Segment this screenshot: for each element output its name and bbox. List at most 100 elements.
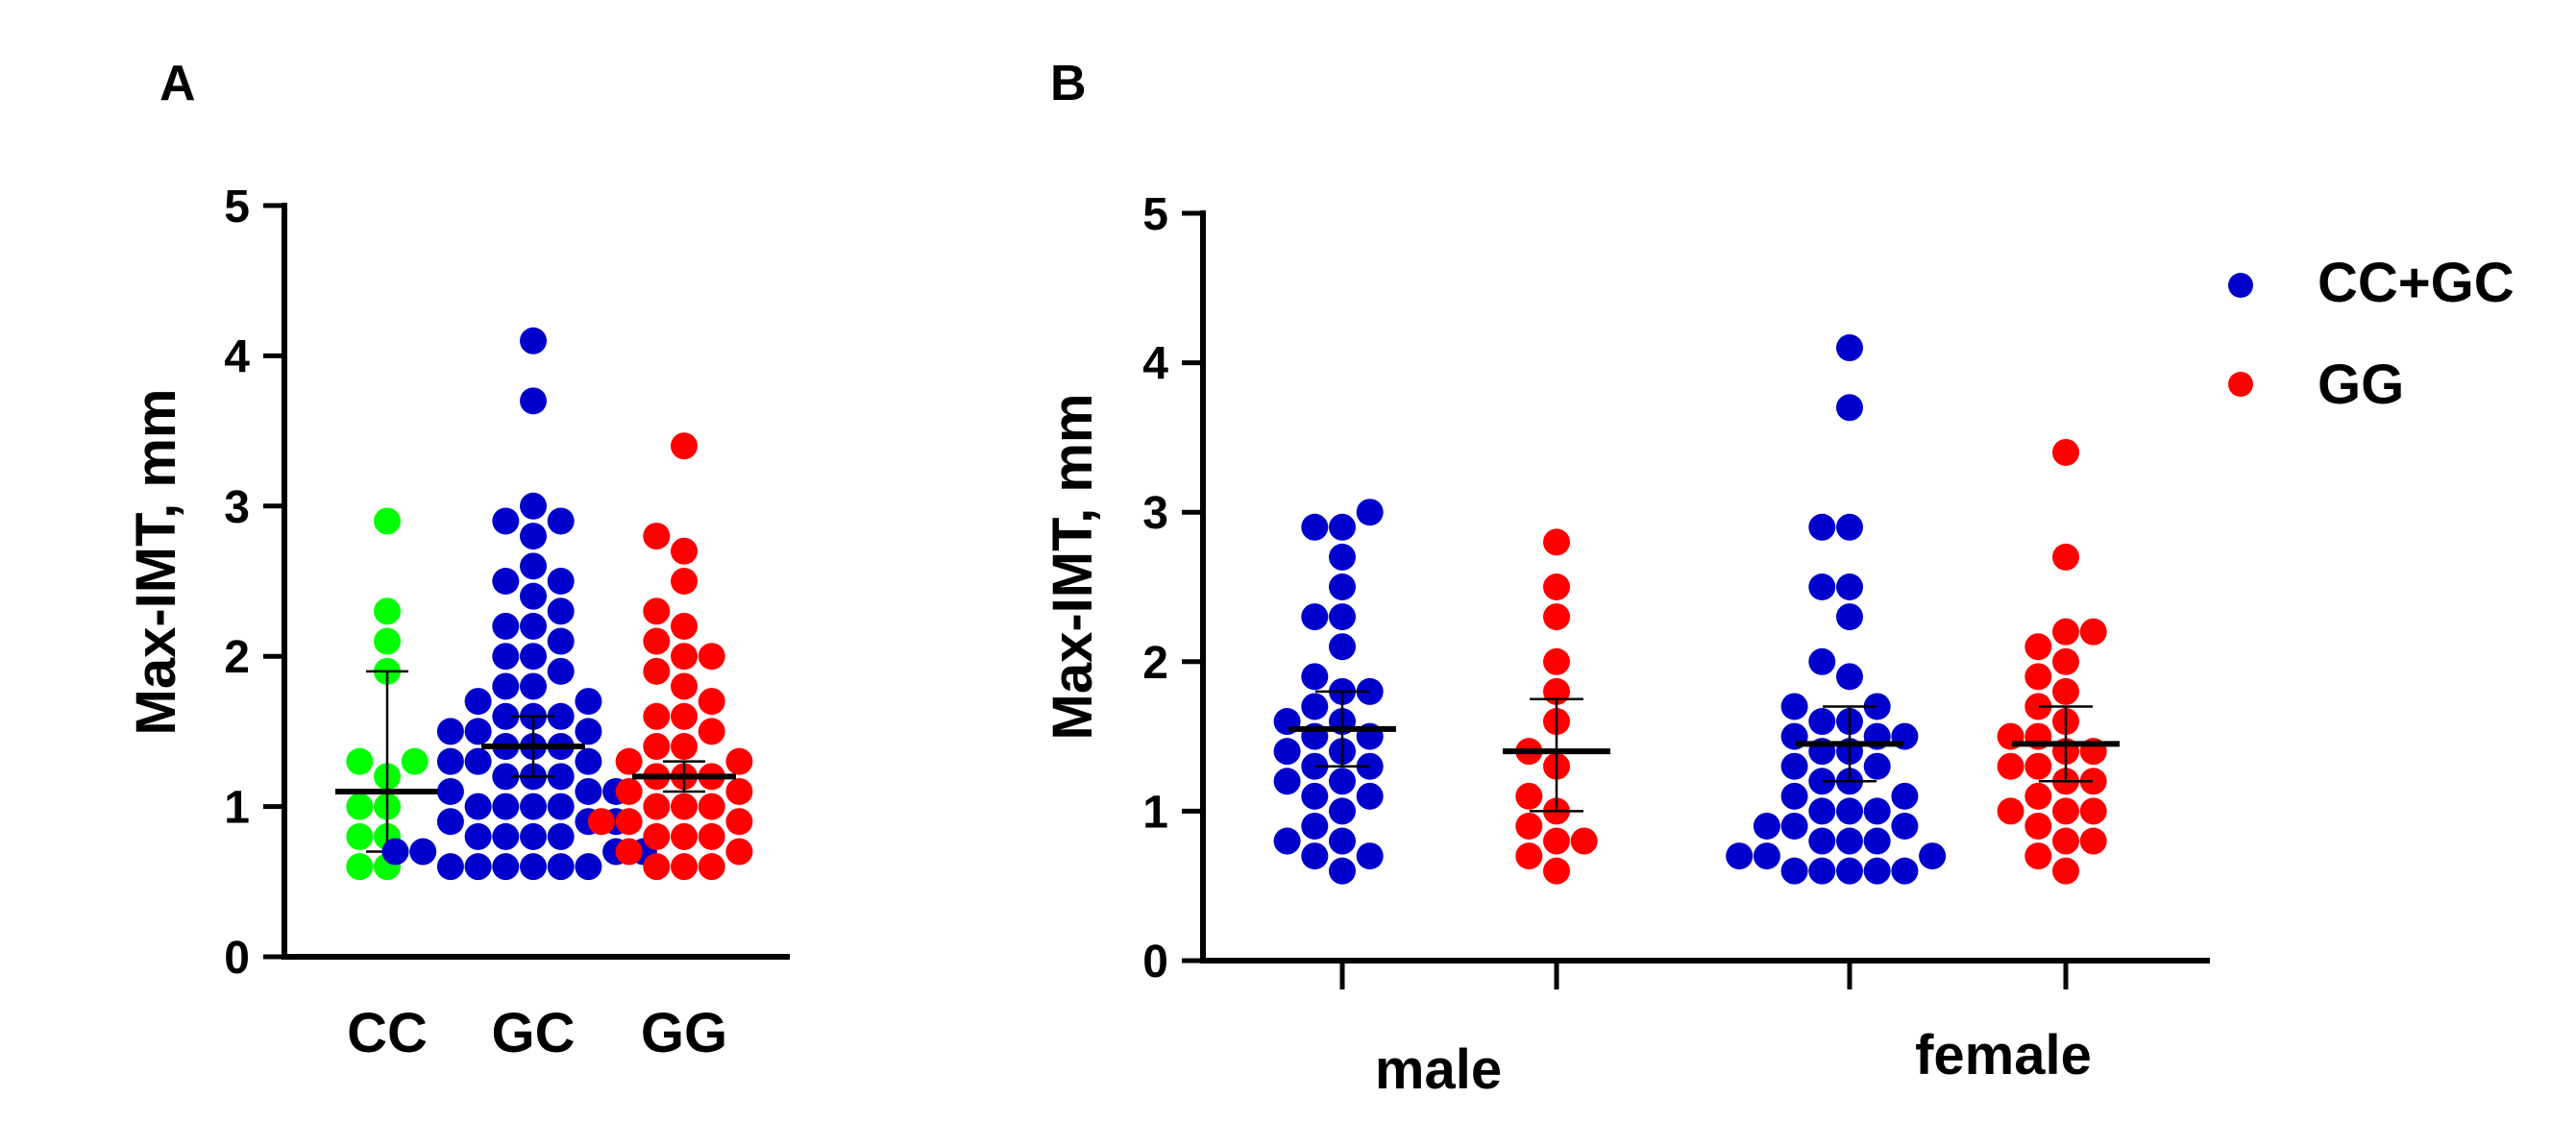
panel-a-gc-point-8 [547,568,575,595]
panel-b-male-cc-gc-point-4 [1329,574,1356,600]
panel-b-female-cc-gc-point-22 [1891,812,1919,840]
panel-b-female-gg-point-1 [2052,543,2079,571]
panel-a-gc-point-51 [547,702,575,730]
panel-a-gg-point-25 [643,822,671,850]
panel-b-male-cc-gc-point-20 [1301,782,1329,810]
panel-a-gc-point-12 [520,643,547,671]
panel-a-gc-point-27 [575,777,602,805]
panel-a-gc-point-3 [492,507,520,535]
panel-a-label: A [159,56,196,111]
panel-a-gc-point-10 [520,612,547,640]
panel-b-female-cc-gc-point-33 [1863,827,1891,855]
panel-b-female-cc-gc-point-39 [1891,857,1919,885]
panel-b-female-cc-gc-point-32 [1891,782,1919,810]
panel-b-female-gg-point-3 [2079,618,2107,646]
panel-b-female-gg-point-23 [2052,857,2079,885]
panel-b-y-tick-label-5: 5 [1142,189,1168,240]
panel-a-gc-point-58 [464,822,492,850]
panel-a-gc-point-34 [492,822,520,850]
panel-a-gc-point-46 [575,853,602,881]
panel-a-y-tick-label-2: 2 [224,632,250,683]
panel-a-gg-point-20 [671,793,698,820]
panel-b-male-cc-gc-point-25 [1273,827,1301,855]
panel-a-y-tick-label-5: 5 [224,182,250,232]
panel-a-gg-point-37 [587,808,615,836]
legend-marker-gg [2228,372,2253,397]
panel-a-cc-point-4 [346,747,374,775]
panel-b-female-cc-gc-point-36 [1863,797,1891,825]
panel-a-gc-point-14 [520,672,547,700]
panel-a-gc-point-53 [492,643,520,671]
panel-b-male-cc-gc-point-23 [1301,812,1329,840]
panel-a-gc-point-16 [575,688,602,716]
panel-b-female-cc-gc-point-21 [1780,812,1808,840]
panel-a-cc-point-12 [346,853,374,881]
panel-a-gc-point-7 [492,568,520,595]
panel-b-female-cc-gc-point-23 [1836,827,1863,855]
panel-b-female-cc-gc-point-35 [1808,768,1836,795]
panel-a-y-tick-label-1: 1 [224,783,250,834]
panel-b-female-gg-point-14 [1997,752,2024,780]
legend-marker-cc-gc [2228,273,2253,298]
panel-b-male-cc-gc-point-3 [1329,543,1356,571]
panel-a-y-axis-label: Max-IMT, mm [125,389,187,736]
panel-b-female-cc-gc-point-9 [1863,693,1891,720]
panel-b-female-cc-gc-point-1 [1836,394,1863,422]
panel-a-gc-point-19 [464,718,492,745]
panel-b-female-gg-point-22 [2024,842,2052,870]
panel-a-gc-point-23 [464,747,492,775]
panel-a-gc-point-0 [520,327,547,354]
panel-b-male-cc-gc-point-26 [1301,842,1329,870]
panel-a-cc-point-0 [374,507,401,535]
panel-a-gc-point-9 [547,598,575,625]
panel-b-female-cc-gc-point-2 [1836,513,1863,541]
panel-b-male-cc-gc-point-11 [1301,693,1329,720]
panel-a-gg-point-7 [671,643,698,671]
panel-b-female-gg-point-20 [2052,827,2079,855]
panel-a-gg-point-11 [671,702,698,730]
panel-b-female-cc-gc-point-15 [1863,752,1891,780]
panel-b-male-gg-point-2 [1543,603,1570,631]
panel-a-gc-point-33 [520,822,547,850]
panel-b-y-axis-label: Max-IMT, mm [1042,394,1104,741]
panel-a-gg-point-27 [725,838,753,866]
panel-b-female-gg-point-4 [2024,633,2052,661]
panel-b-female-gg-point-5 [2052,647,2079,675]
panel-a-gg-point-22 [615,808,643,836]
panel-b-female-cc-gc-point-5 [1808,574,1836,600]
panel-b-category-label-female: female [1915,1024,2092,1086]
panel-a-gc-point-41 [436,747,464,775]
panel-a-gg-point-19 [725,777,753,805]
panel-a-gg-point-32 [698,793,725,820]
panel-b-category-label-male: male [1375,1038,1502,1101]
panel-b-female-cc-gc-point-6 [1836,603,1863,631]
panel-a-gc-point-57 [381,838,409,866]
panel-a-gg-point-26 [615,838,643,866]
panel-a-gc-point-37 [520,853,547,881]
panel-a-gg-point-24 [671,822,698,850]
legend-label-cc-gc: CC+GC [2318,252,2515,314]
panel-a-gc-point-4 [547,507,575,535]
panel-b-male-gg-point-0 [1543,528,1570,556]
panel-b-axes: 0 1 2 3 4 5 male female [1142,189,2210,1101]
panel-b-male-cc-gc-point-30 [1273,768,1301,795]
panel-b-female-cc-gc-point-28 [1808,857,1836,885]
panel-b-female-cc-gc-point-34 [1780,857,1808,885]
panel-b-label: B [1050,56,1087,111]
panel-a-gc-point-26 [492,763,520,791]
panel-a-cc-point-2 [374,627,401,655]
panel-b-male-cc-gc-point-2 [1301,513,1329,541]
panel-a-category-label-cc: CC [347,1002,428,1064]
panel-b-y-tick-label-1: 1 [1142,787,1168,838]
panel-b-female-gg-point-21 [2079,827,2107,855]
panel-b-female-gg-point-25 [2079,768,2107,795]
panel-a-gg-point-21 [643,793,671,820]
panel-b-male-cc-gc-point-21 [1356,782,1384,810]
panel-b-female-gg-point-6 [2024,663,2052,691]
panel-b-male-cc-gc-point-7 [1329,633,1356,661]
panel-a-gg-point-4 [643,598,671,625]
panel-a-gc-point-54 [492,612,520,640]
panel-a-gc-point-45 [464,853,492,881]
